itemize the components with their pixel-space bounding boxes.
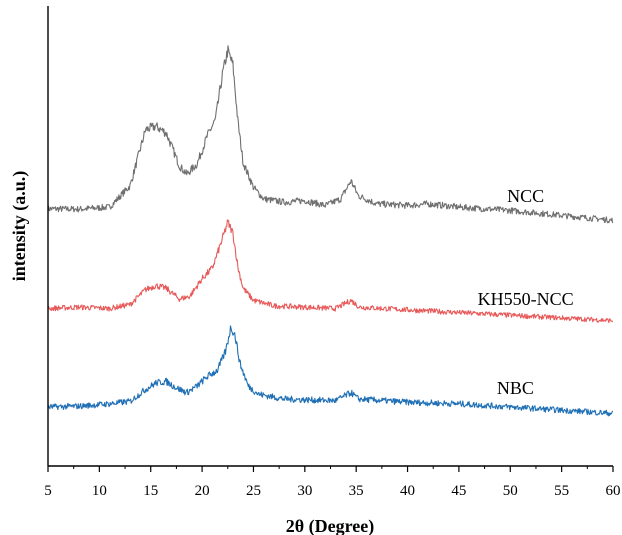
series-label-nbc: NBC [497, 378, 534, 398]
x-tick-label: 60 [606, 483, 621, 499]
series-label-ncc: NCC [507, 186, 544, 206]
x-tick-label: 45 [451, 483, 466, 499]
series-label-kh550-ncc: KH550-NCC [478, 289, 574, 309]
y-axis-title: intensity (a.u.) [9, 171, 30, 282]
x-tick-label: 15 [143, 483, 158, 499]
series-line-ncc [47, 45, 614, 224]
x-tick-label: 35 [349, 483, 364, 499]
x-axis-title: 2θ (Degree) [286, 516, 375, 535]
series-line-nbc [47, 325, 614, 417]
x-axis-ticks: 5 10 15 20 25 30 35 40 45 50 55 60 [44, 466, 621, 499]
x-tick-label: 5 [44, 483, 52, 499]
series-labels: NCC KH550-NCC NBC [478, 186, 574, 398]
series-line-kh550-ncc [47, 219, 614, 324]
x-tick-label: 30 [297, 483, 312, 499]
plot-area [47, 45, 614, 417]
x-tick-label: 40 [400, 483, 415, 499]
x-tick-label: 50 [503, 483, 518, 499]
x-tick-label: 10 [92, 483, 107, 499]
x-tick-label: 20 [195, 483, 210, 499]
x-tick-label: 55 [554, 483, 569, 499]
x-tick-label: 25 [246, 483, 261, 499]
